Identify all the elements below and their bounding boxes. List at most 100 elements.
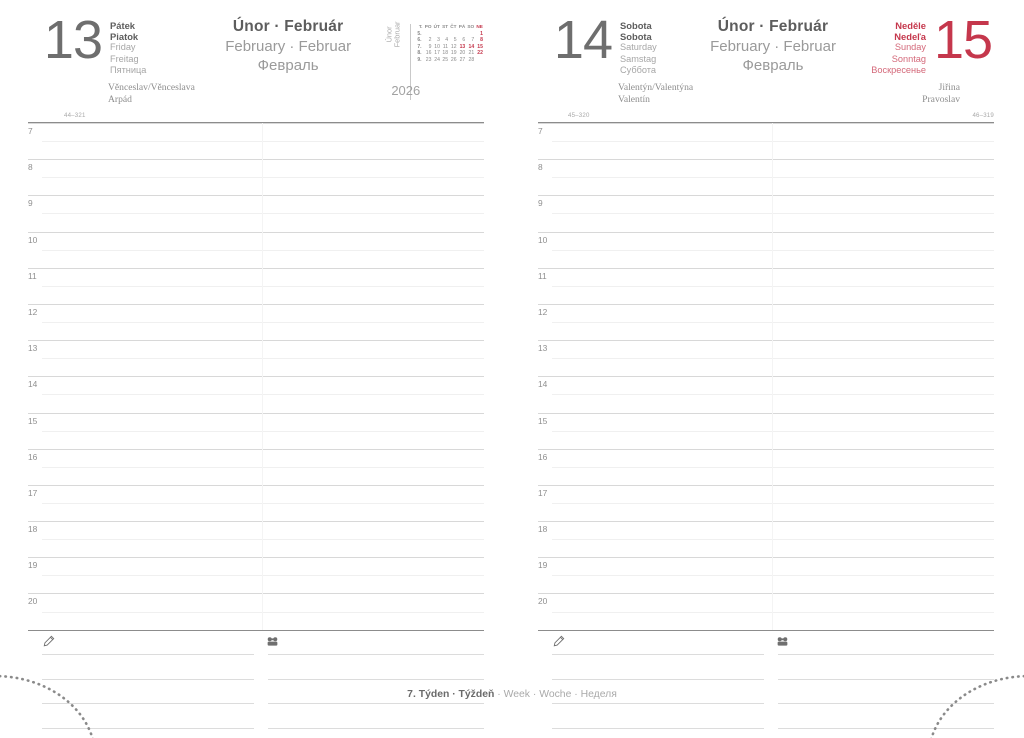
hour-row[interactable]: 14: [538, 376, 994, 413]
hour-row[interactable]: 7: [538, 123, 994, 160]
note-row[interactable]: [538, 655, 994, 680]
note-row[interactable]: [28, 680, 484, 705]
hour-row[interactable]: 11: [538, 267, 994, 304]
note-line-right: [268, 678, 484, 680]
hour-column-divider: [262, 412, 263, 449]
mini-calendar-day[interactable]: 25: [442, 56, 449, 63]
mini-calendar-week-row: 9. 23 24 25 26 27 28: [416, 57, 484, 64]
hour-row[interactable]: 7: [28, 123, 484, 160]
hour-row[interactable]: 18: [538, 521, 994, 558]
hour-row[interactable]: 12: [28, 303, 484, 341]
day-name-ru: Суббота: [620, 64, 656, 75]
note-row[interactable]: [28, 655, 484, 680]
mini-calendar-day[interactable]: 26: [450, 56, 457, 63]
mini-calendar-day[interactable]: [458, 31, 467, 38]
day-name-en: Friday: [110, 42, 136, 53]
mini-calendar-day[interactable]: 12: [450, 43, 457, 50]
hour-row[interactable]: 8: [538, 159, 994, 196]
mini-calendar-day[interactable]: 20: [459, 50, 466, 57]
note-row[interactable]: [538, 631, 994, 656]
day-ordinal-15: 46–319: [972, 112, 994, 119]
mini-calendar-day[interactable]: [475, 57, 484, 64]
mini-calendar-day[interactable]: 17: [434, 50, 440, 57]
mini-calendar-day[interactable]: 24: [434, 56, 440, 63]
mini-calendar-day[interactable]: 28: [468, 56, 475, 63]
hour-row[interactable]: 17: [28, 484, 484, 522]
mini-calendar-day[interactable]: 3: [437, 37, 440, 44]
note-row[interactable]: [538, 680, 994, 705]
hour-row[interactable]: 11: [28, 267, 484, 304]
hour-row[interactable]: 9: [538, 195, 994, 232]
half-hour-line: [552, 249, 994, 251]
mini-calendar-day[interactable]: 1: [480, 30, 483, 37]
mini-calendar-day[interactable]: 14: [468, 43, 475, 50]
mini-calendar-day[interactable]: 5: [453, 37, 457, 44]
hour-line: [538, 340, 994, 342]
hour-row[interactable]: 12: [538, 303, 994, 341]
note-line-left: [552, 728, 764, 729]
day-names-13: Pátek Piatok Friday Freitag Пятница: [110, 16, 194, 76]
mini-calendar-day[interactable]: 27: [459, 56, 466, 63]
calendar-divider: [410, 24, 412, 100]
mini-calendar-day[interactable]: 4: [445, 37, 449, 44]
hour-column-divider: [262, 521, 263, 558]
page-left: 13 Pátek Piatok Friday Freitag Пятница Ú…: [0, 0, 512, 738]
mini-calendar-day[interactable]: 9: [428, 43, 432, 50]
mini-calendar-week-row: 7. 9 10 11 12 13 14 15: [416, 44, 484, 51]
hour-line: [28, 412, 484, 414]
mini-calendar-day[interactable]: 8: [480, 37, 483, 44]
week-number-label: 7. Týden · Týždeň: [407, 689, 495, 700]
note-row[interactable]: [28, 631, 484, 656]
hour-row[interactable]: 15: [538, 412, 994, 449]
hour-row[interactable]: 20: [28, 593, 484, 630]
mini-calendar-day[interactable]: 18: [442, 50, 449, 57]
hour-row[interactable]: 9: [28, 195, 484, 232]
hour-row[interactable]: 17: [538, 484, 994, 522]
mini-calendar-day[interactable]: 19: [450, 50, 457, 57]
mini-calendar-day[interactable]: 13: [459, 43, 466, 50]
mini-calendar-day[interactable]: 6: [462, 37, 466, 44]
hour-row[interactable]: 19: [538, 557, 994, 594]
half-hour-line: [42, 430, 484, 432]
mini-calendar-day[interactable]: 11: [442, 43, 449, 50]
hour-row[interactable]: 16: [28, 448, 484, 485]
mini-calendar-day[interactable]: 10: [434, 43, 440, 50]
hour-line: [538, 484, 994, 486]
hour-row[interactable]: 8: [28, 159, 484, 196]
half-hour-line: [42, 466, 484, 468]
mini-calendar-day[interactable]: 23: [425, 56, 432, 63]
hour-row[interactable]: 10: [28, 231, 484, 268]
hour-row[interactable]: 14: [28, 376, 484, 413]
day-name-sk: Sobota: [620, 31, 652, 43]
mini-calendar-day[interactable]: [449, 31, 457, 38]
hour-row[interactable]: 13: [538, 340, 994, 377]
hour-label: 14: [28, 379, 38, 390]
hour-row[interactable]: 18: [28, 521, 484, 558]
nameday-primary: Jiřina: [938, 82, 960, 93]
hour-row[interactable]: 13: [28, 340, 484, 377]
hour-label: 9: [538, 198, 543, 209]
mini-calendar-day[interactable]: 7: [471, 37, 475, 44]
hour-line: [28, 340, 484, 342]
hour-row[interactable]: 15: [28, 412, 484, 449]
mini-calendar-day[interactable]: [424, 31, 433, 38]
hour-row[interactable]: 16: [538, 448, 994, 485]
mini-calendar-day[interactable]: 2: [428, 37, 432, 44]
mini-calendar-day[interactable]: [441, 31, 449, 38]
mini-calendar-week-row: 8. 16 17 18 19 20 21 22: [416, 50, 484, 57]
hour-row[interactable]: 20: [538, 593, 994, 630]
mini-calendar-day[interactable]: 15: [477, 43, 483, 50]
mini-calendar-day[interactable]: 16: [425, 50, 432, 57]
hour-row[interactable]: 10: [538, 231, 994, 268]
telephone-icon: [266, 635, 279, 653]
half-hour-line: [552, 575, 994, 577]
half-hour-line: [42, 539, 484, 541]
hour-row[interactable]: 19: [28, 557, 484, 594]
mini-calendar-day[interactable]: 21: [468, 50, 475, 57]
mini-calendar-day[interactable]: [433, 31, 441, 38]
note-row[interactable]: [28, 704, 484, 729]
note-row[interactable]: [538, 704, 994, 729]
note-line-right: [268, 728, 484, 729]
mini-calendar-day[interactable]: [466, 31, 475, 38]
mini-calendar-day[interactable]: 22: [477, 50, 483, 57]
